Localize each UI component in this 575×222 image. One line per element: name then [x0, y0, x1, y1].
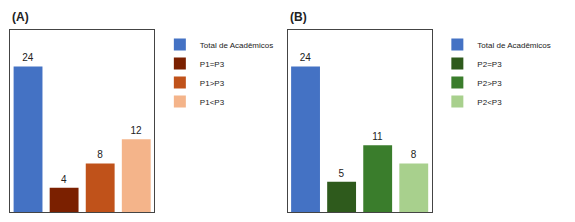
svg-text:P2>P3: P2>P3 [477, 79, 502, 88]
svg-text:24: 24 [22, 52, 34, 63]
svg-text:24: 24 [300, 52, 312, 63]
svg-text:11: 11 [372, 131, 383, 142]
svg-text:P2<P3: P2<P3 [477, 98, 502, 107]
svg-text:P1>P3: P1>P3 [200, 79, 225, 88]
svg-text:5: 5 [339, 168, 345, 179]
svg-text:P2=P3: P2=P3 [477, 60, 502, 69]
svg-text:P1=P3: P1=P3 [200, 60, 225, 69]
svg-text:4: 4 [61, 174, 67, 185]
svg-text:P1<P3: P1<P3 [200, 98, 225, 107]
svg-text:Total de Acadêmicos: Total de Acadêmicos [477, 41, 550, 50]
svg-text:8: 8 [411, 149, 417, 160]
svg-text:8: 8 [97, 149, 103, 160]
svg-text:Total de Acadêmicos: Total de Acadêmicos [200, 41, 273, 50]
svg-text:(B): (B) [290, 10, 307, 24]
svg-text:(A): (A) [12, 10, 29, 24]
svg-text:12: 12 [130, 125, 142, 136]
